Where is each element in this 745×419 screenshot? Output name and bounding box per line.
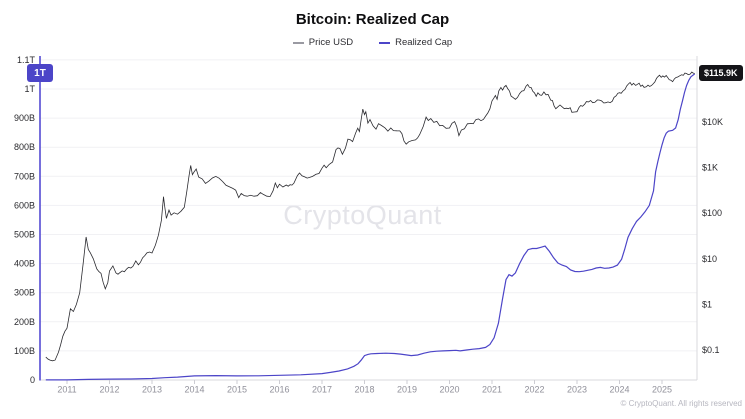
y-right-tick-label: $100 (702, 208, 722, 218)
y-left-tick-label: 1T (24, 84, 35, 94)
y-left-tick-label: 1.1T (17, 55, 36, 65)
y-left-tick-label: 600B (14, 200, 35, 210)
y-right-tick-label: $10 (702, 254, 717, 264)
x-tick-label: 2023 (567, 385, 587, 395)
x-tick-label: 2025 (652, 385, 672, 395)
legend-label: Realized Cap (395, 37, 453, 48)
price-badge: $115.9K (699, 65, 743, 81)
x-tick-label: 2022 (524, 385, 544, 395)
y-left-tick-label: 200B (14, 317, 35, 327)
x-tick-label: 2016 (269, 385, 289, 395)
legend-label: Price USD (308, 37, 354, 48)
x-tick-label: 2014 (184, 385, 204, 395)
y-right-tick-label: $0.1 (702, 345, 720, 355)
y-right-tick-label: $1K (702, 163, 718, 173)
y-left-tick-label: 800B (14, 142, 35, 152)
y-left-tick-label: 700B (14, 171, 35, 181)
legend-item-price-usd[interactable]: Price USD (292, 37, 354, 48)
realized-cap-line (45, 73, 696, 381)
x-tick-label: 2019 (397, 385, 417, 395)
y-left-tick-label: 400B (14, 259, 35, 269)
x-tick-label: 2012 (99, 385, 119, 395)
chart-legend: Price USD Realized Cap (0, 37, 745, 48)
y-right-tick-label: $1 (702, 299, 712, 309)
x-tick-label: 2024 (609, 385, 629, 395)
x-tick-label: 2018 (354, 385, 374, 395)
legend-item-realized-cap[interactable]: Realized Cap (379, 37, 452, 48)
price-usd-swatch-icon (292, 41, 304, 44)
x-tick-label: 2015 (227, 385, 247, 395)
x-tick-label: 2021 (482, 385, 502, 395)
y-left-tick-label: 300B (14, 288, 35, 298)
price-usd-line (45, 71, 695, 362)
x-tick-label: 2011 (57, 385, 76, 395)
x-tick-label: 2020 (439, 385, 459, 395)
y-left-tick-label: 100B (14, 346, 35, 356)
copyright-text: © CryptoQuant. All rights reserved (620, 399, 743, 408)
chart-title: Bitcoin: Realized Cap (295, 11, 450, 28)
x-tick-label: 2013 (142, 385, 162, 395)
y-left-tick-label: 0 (30, 375, 35, 385)
y-right-tick-label: $10K (702, 117, 723, 127)
x-tick-label: 2017 (312, 385, 332, 395)
y-left-tick-label: 900B (14, 113, 35, 123)
realized-cap-swatch-icon (379, 41, 391, 44)
y-left-tick-label: 500B (14, 230, 35, 240)
realized-cap-badge: 1T (27, 64, 53, 82)
